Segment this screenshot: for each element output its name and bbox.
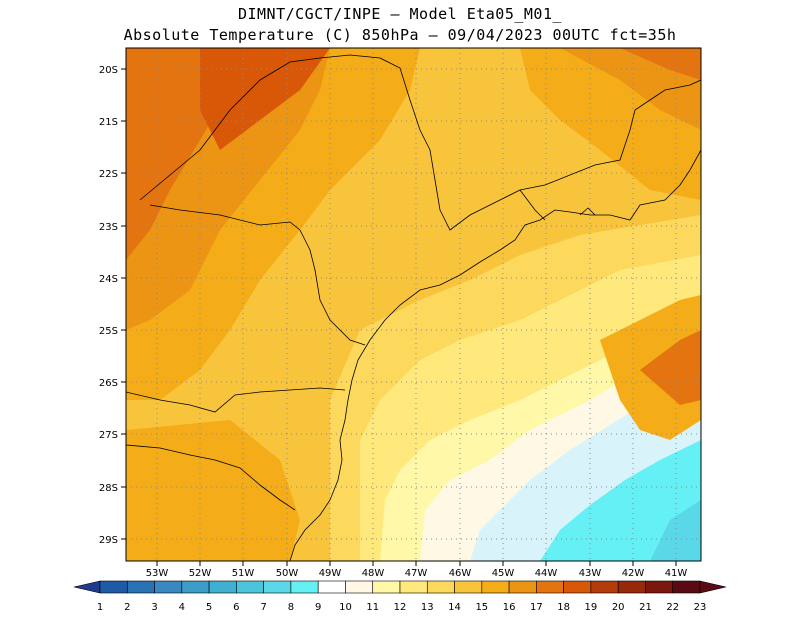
colorbar-swatch	[372, 580, 401, 594]
colorbar-label: 1	[97, 602, 103, 613]
colorbar-label: 20	[612, 602, 625, 613]
graticule	[126, 48, 701, 561]
colorbar-label: 21	[639, 602, 652, 613]
lat-label: 22S	[99, 169, 118, 180]
lon-label: 45W	[492, 568, 515, 579]
colorbar-label: 8	[288, 602, 294, 613]
colorbar-swatch	[536, 580, 564, 594]
colorbar-label: 23	[694, 602, 707, 613]
lon-label: 43W	[579, 568, 602, 579]
lon-label: 48W	[362, 568, 385, 579]
colorbar-label: 16	[503, 602, 516, 613]
colorbar-label: 18	[557, 602, 570, 613]
title-line-1: DIMNT/CGCT/INPE – Model Eta05_M01_	[237, 5, 563, 23]
lat-label: 25S	[99, 326, 118, 337]
lon-label: 53W	[146, 568, 169, 579]
colorbar-swatch	[154, 580, 183, 594]
axis-ticks	[121, 68, 677, 566]
colorbar-min-arrow	[73, 580, 101, 594]
lon-label: 42W	[622, 568, 645, 579]
colorbar-swatch	[454, 580, 483, 594]
colorbar-label: 17	[530, 602, 543, 613]
colorbar-label: 5	[206, 602, 212, 613]
title-line-2: Absolute Temperature (C) 850hPa – 09/04/…	[123, 26, 677, 44]
colorbar-labels: 1 2 3 4 5 6 7 8 9 10 11 12 13 14 15 16 17 18 19 20 21 22 23	[97, 602, 707, 613]
lat-label: 28S	[99, 483, 118, 494]
colorbar-swatch	[672, 580, 701, 594]
colorbar-swatch	[236, 580, 264, 594]
colorbar-swatch	[317, 580, 346, 594]
colorbar-swatch	[181, 580, 210, 594]
colorbar-label: 7	[260, 602, 266, 613]
colorbar-label: 10	[339, 602, 352, 613]
colorbar-label: 2	[124, 602, 130, 613]
map-frame	[125, 47, 702, 562]
colorbar-swatch	[426, 580, 455, 594]
lat-label: 29S	[99, 535, 118, 546]
colorbar-label: 15	[475, 602, 488, 613]
colorbar-swatch	[99, 580, 128, 594]
lat-label: 24S	[99, 274, 118, 285]
colorbar-swatch	[263, 580, 292, 594]
colorbar-label: 19	[585, 602, 598, 613]
lat-label: 27S	[99, 430, 118, 441]
colorbar-max-arrow	[699, 580, 727, 594]
coastline-and-borders	[126, 54, 701, 561]
colorbar-swatch	[399, 580, 428, 594]
temperature-field	[126, 48, 701, 561]
lat-label: 21S	[99, 117, 118, 128]
colorbar-swatch	[563, 580, 592, 594]
colorbar-swatch	[617, 580, 646, 594]
colorbar-label: 3	[151, 602, 157, 613]
colorbar-label: 14	[448, 602, 461, 613]
lon-label: 41W	[665, 568, 688, 579]
colorbar-swatch	[290, 580, 319, 594]
lon-label: 52W	[189, 568, 212, 579]
colorbar-swatch	[508, 580, 537, 594]
colorbar-label: 12	[394, 602, 407, 613]
colorbar-swatch	[126, 580, 155, 594]
lon-label: 50W	[276, 568, 299, 579]
colorbar-swatch	[345, 580, 374, 594]
colorbar-label: 22	[666, 602, 679, 613]
colorbar-label: 9	[315, 602, 321, 613]
colorbar-label: 11	[366, 602, 379, 613]
lon-label: 46W	[449, 568, 472, 579]
lat-label: 26S	[99, 378, 118, 389]
colorbar-label: 13	[421, 602, 434, 613]
lat-label: 23S	[99, 222, 118, 233]
lon-label: 47W	[405, 568, 428, 579]
colorbar-swatch	[645, 580, 674, 594]
colorbar-swatch	[208, 580, 237, 594]
lat-label: 20S	[99, 65, 118, 76]
colorbar-label: 6	[233, 602, 239, 613]
colorbar-swatches	[73, 580, 727, 594]
lon-label: 49W	[319, 568, 342, 579]
lon-label: 44W	[535, 568, 558, 579]
lon-label: 51W	[232, 568, 255, 579]
colorbar-swatch	[590, 580, 619, 594]
colorbar-swatch	[481, 580, 510, 594]
colorbar-label: 4	[179, 602, 185, 613]
